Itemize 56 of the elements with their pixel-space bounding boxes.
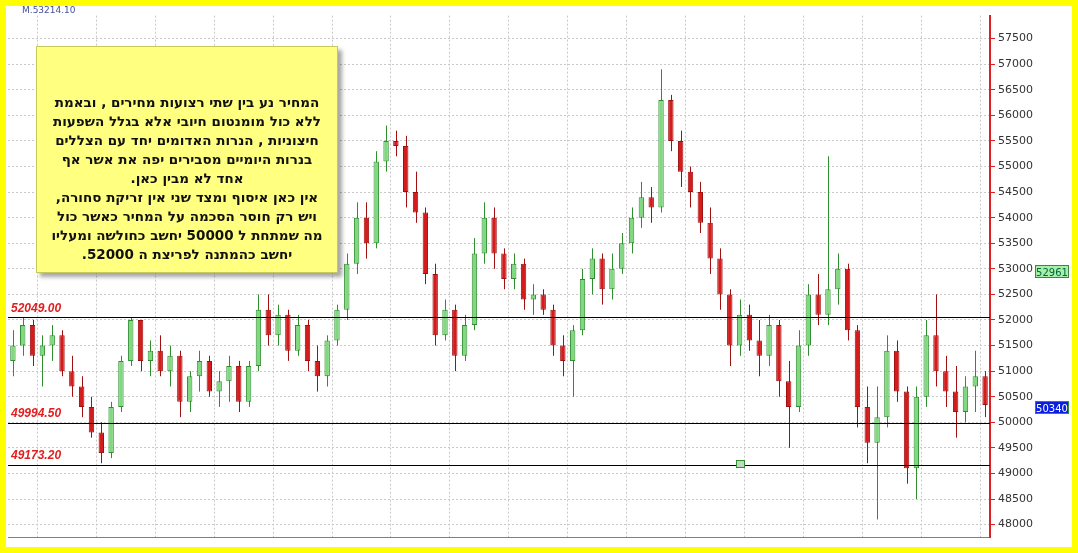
y-tick-label: 57000 — [998, 57, 1033, 71]
ref-line-label: 49173.20 — [10, 447, 62, 462]
candlestick — [186, 370, 193, 413]
y-tick-label: 50000 — [998, 415, 1033, 429]
note-card: המחיר נע בין שתי רצועות מחירים , ובאמת ללא כול מומנטום חיובי אלא בגלל השפעות חיצוניות , הנרות האדומים יחד עם הצללים בנרות היומיים מסבירים יפה את אשר אף אחד לא מבין כאן. אין כאן איסוף ומצד שני אין זריקת סחורה, ויש רק חוסר הסכמה על המחיר כאשר כול מה שמתחת ל 50000 יחשב כחולשה ומעליו יחשב כהמתנה לפריצת ה 52000. — [36, 46, 338, 273]
candlestick — [10, 329, 16, 377]
ref-line-label: 49994.50 — [10, 405, 62, 420]
candlestick — [874, 385, 880, 520]
y-tick-label: 54000 — [998, 210, 1033, 224]
y-tick-label: 48500 — [998, 491, 1033, 505]
candlestick — [560, 334, 566, 377]
candlestick — [943, 355, 949, 408]
text: 52961 — [1035, 265, 1069, 278]
candlestick — [226, 355, 232, 403]
candlestick — [638, 181, 645, 229]
y-tick-label: 49500 — [998, 440, 1033, 454]
candlestick — [294, 314, 301, 357]
y-tick-label: 56000 — [998, 108, 1033, 122]
y-tick-label: 55000 — [998, 159, 1033, 173]
candlestick — [275, 304, 281, 347]
ref-line-label: 52049.00 — [11, 300, 62, 315]
y-tick-label: 52000 — [998, 312, 1033, 326]
candlestick — [756, 319, 762, 377]
candlestick — [619, 232, 625, 275]
y-tick-label: 54500 — [998, 184, 1033, 198]
candlestick — [825, 155, 831, 326]
candlestick — [412, 171, 419, 224]
y-tick-label: 57500 — [998, 31, 1033, 45]
text: 50340 — [1035, 401, 1069, 414]
candlestick — [49, 324, 55, 362]
text: M.53214.10 — [22, 5, 76, 15]
candlestick — [69, 355, 75, 398]
candlestick — [815, 273, 821, 326]
y-tick-label: 50500 — [998, 389, 1033, 403]
y-tick-label: 53500 — [998, 236, 1033, 250]
candlestick — [20, 316, 26, 357]
candlestick — [530, 283, 537, 316]
candlestick — [609, 252, 615, 301]
candlestick — [785, 360, 792, 449]
y-tick-label: 51000 — [998, 364, 1033, 377]
candlestick — [167, 345, 173, 387]
candlestick — [216, 370, 222, 408]
candlestick — [442, 299, 448, 341]
candlestick — [501, 247, 507, 290]
candlestick — [962, 375, 969, 423]
y-tick-label: 56500 — [998, 82, 1033, 96]
y-tick-label: 49000 — [998, 466, 1033, 480]
y-tick-label: 51500 — [998, 338, 1033, 352]
candlestick — [383, 125, 389, 173]
candlestick — [540, 288, 546, 316]
y-tick-label: 48000 — [998, 517, 1033, 531]
y-tick-label: 53000 — [998, 261, 1033, 275]
candlestick — [393, 130, 399, 157]
y-tick-label: 52500 — [998, 287, 1033, 301]
candlestick — [78, 375, 85, 418]
y-tick-label: 55500 — [998, 133, 1033, 147]
